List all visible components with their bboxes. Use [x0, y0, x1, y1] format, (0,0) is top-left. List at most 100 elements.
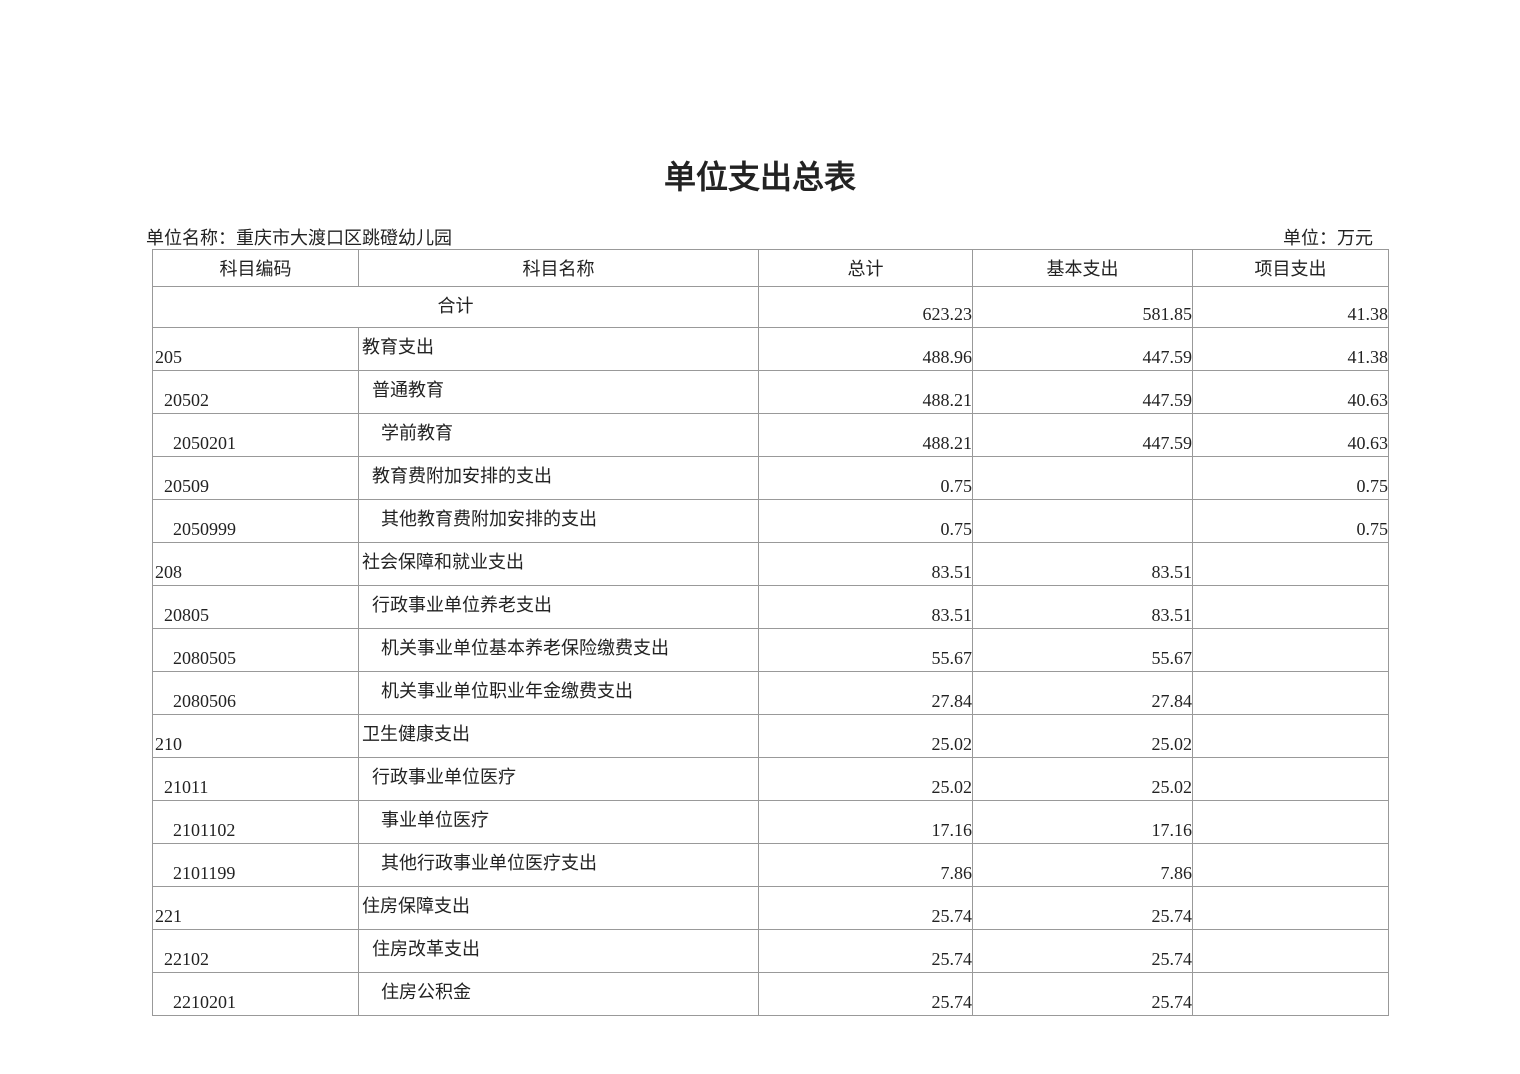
header-total: 总计 [758, 249, 973, 287]
cell-basic: 25.02 [972, 714, 1193, 758]
cell-project [1192, 757, 1389, 801]
cell-total: 55.67 [758, 628, 973, 672]
cell-code: 20805 [152, 585, 359, 629]
table-row: 21011 行政事业单位医疗 25.02 25.02 [152, 757, 1389, 801]
total-basic: 581.85 [972, 286, 1193, 328]
cell-basic [972, 456, 1193, 500]
cell-name: 住房保障支出 [358, 886, 759, 930]
header-project: 项目支出 [1192, 249, 1389, 287]
cell-basic [972, 499, 1193, 543]
cell-basic: 447.59 [972, 370, 1193, 414]
cell-name: 住房改革支出 [358, 929, 759, 973]
table-row: 2210201 住房公积金 25.74 25.74 [152, 972, 1389, 1016]
cell-basic: 25.74 [972, 886, 1193, 930]
cell-project: 0.75 [1192, 499, 1389, 543]
cell-code: 210 [152, 714, 359, 758]
cell-project [1192, 972, 1389, 1016]
cell-project [1192, 628, 1389, 672]
table-row: 2080505 机关事业单位基本养老保险缴费支出 55.67 55.67 [152, 628, 1389, 672]
total-row: 合计 623.23 581.85 41.38 [152, 286, 1389, 328]
cell-code: 2101102 [152, 800, 359, 844]
cell-project: 40.63 [1192, 413, 1389, 457]
cell-name: 行政事业单位医疗 [358, 757, 759, 801]
cell-basic: 83.51 [972, 585, 1193, 629]
cell-name: 机关事业单位基本养老保险缴费支出 [358, 628, 759, 672]
cell-code: 2050201 [152, 413, 359, 457]
header-name: 科目名称 [358, 249, 759, 287]
cell-total: 25.02 [758, 714, 973, 758]
cell-code: 2210201 [152, 972, 359, 1016]
cell-name: 机关事业单位职业年金缴费支出 [358, 671, 759, 715]
table-row: 208 社会保障和就业支出 83.51 83.51 [152, 542, 1389, 586]
table-row: 210 卫生健康支出 25.02 25.02 [152, 714, 1389, 758]
cell-basic: 25.74 [972, 972, 1193, 1016]
cell-project [1192, 585, 1389, 629]
cell-code: 2080506 [152, 671, 359, 715]
cell-basic: 83.51 [972, 542, 1193, 586]
cell-code: 205 [152, 327, 359, 371]
cell-total: 7.86 [758, 843, 973, 887]
currency-unit: 单位：万元 [1283, 228, 1373, 248]
table-row: 2101102 事业单位医疗 17.16 17.16 [152, 800, 1389, 844]
cell-basic: 55.67 [972, 628, 1193, 672]
cell-project [1192, 843, 1389, 887]
cell-code: 21011 [152, 757, 359, 801]
cell-name: 卫生健康支出 [358, 714, 759, 758]
cell-name: 教育费附加安排的支出 [358, 456, 759, 500]
cell-total: 83.51 [758, 542, 973, 586]
total-label: 合计 [152, 286, 759, 328]
cell-total: 488.21 [758, 413, 973, 457]
cell-basic: 447.59 [972, 327, 1193, 371]
cell-total: 25.74 [758, 886, 973, 930]
table-row: 20509 教育费附加安排的支出 0.75 0.75 [152, 456, 1389, 500]
cell-project: 0.75 [1192, 456, 1389, 500]
cell-name: 其他行政事业单位医疗支出 [358, 843, 759, 887]
cell-basic: 447.59 [972, 413, 1193, 457]
table-row: 2050201 学前教育 488.21 447.59 40.63 [152, 413, 1389, 457]
cell-total: 488.21 [758, 370, 973, 414]
cell-code: 20502 [152, 370, 359, 414]
cell-code: 2080505 [152, 628, 359, 672]
cell-name: 普通教育 [358, 370, 759, 414]
cell-code: 221 [152, 886, 359, 930]
cell-project [1192, 886, 1389, 930]
expenditure-table: 科目编码 科目名称 总计 基本支出 项目支出 合计 623.23 581.85 … [152, 249, 1389, 1016]
cell-name: 其他教育费附加安排的支出 [358, 499, 759, 543]
cell-basic: 27.84 [972, 671, 1193, 715]
cell-code: 20509 [152, 456, 359, 500]
cell-name: 事业单位医疗 [358, 800, 759, 844]
cell-name: 学前教育 [358, 413, 759, 457]
cell-total: 83.51 [758, 585, 973, 629]
cell-project [1192, 542, 1389, 586]
cell-code: 208 [152, 542, 359, 586]
cell-basic: 7.86 [972, 843, 1193, 887]
table-row: 22102 住房改革支出 25.74 25.74 [152, 929, 1389, 973]
cell-basic: 25.74 [972, 929, 1193, 973]
table-row: 2050999 其他教育费附加安排的支出 0.75 0.75 [152, 499, 1389, 543]
cell-total: 488.96 [758, 327, 973, 371]
header-code: 科目编码 [152, 249, 359, 287]
unit-name: 单位名称：重庆市大渡口区跳磴幼儿园 [146, 228, 452, 248]
table-row: 205 教育支出 488.96 447.59 41.38 [152, 327, 1389, 371]
cell-project [1192, 800, 1389, 844]
cell-basic: 17.16 [972, 800, 1193, 844]
table-row: 20805 行政事业单位养老支出 83.51 83.51 [152, 585, 1389, 629]
cell-name: 住房公积金 [358, 972, 759, 1016]
cell-name: 社会保障和就业支出 [358, 542, 759, 586]
cell-code: 2101199 [152, 843, 359, 887]
cell-project [1192, 714, 1389, 758]
cell-total: 27.84 [758, 671, 973, 715]
table-row: 20502 普通教育 488.21 447.59 40.63 [152, 370, 1389, 414]
header-basic: 基本支出 [972, 249, 1193, 287]
total-total: 623.23 [758, 286, 973, 328]
cell-total: 0.75 [758, 456, 973, 500]
table-header-row: 科目编码 科目名称 总计 基本支出 项目支出 [152, 249, 1389, 287]
cell-total: 25.02 [758, 757, 973, 801]
table-row: 2080506 机关事业单位职业年金缴费支出 27.84 27.84 [152, 671, 1389, 715]
cell-basic: 25.02 [972, 757, 1193, 801]
cell-name: 行政事业单位养老支出 [358, 585, 759, 629]
cell-total: 0.75 [758, 499, 973, 543]
cell-project [1192, 671, 1389, 715]
total-project: 41.38 [1192, 286, 1389, 328]
table-row: 221 住房保障支出 25.74 25.74 [152, 886, 1389, 930]
